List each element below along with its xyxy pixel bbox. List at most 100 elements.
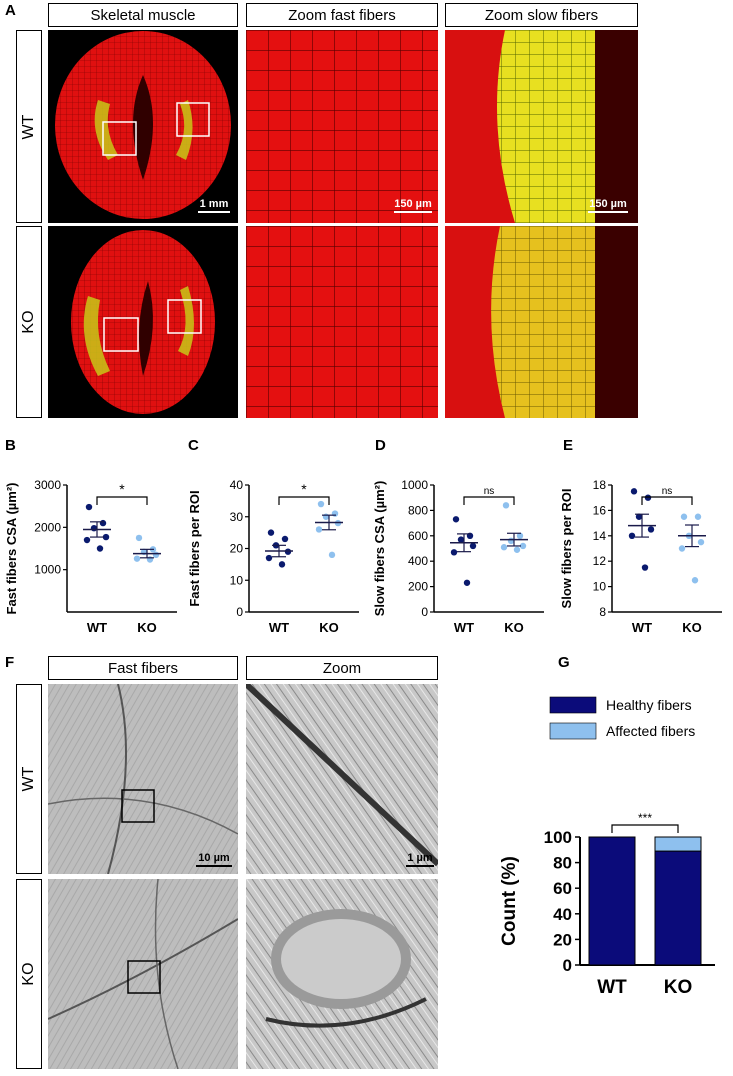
em-zoom-wt-image: 1 µm [246, 684, 438, 874]
em-zoom-ko-image [246, 879, 438, 1069]
column-header-zoom-fast: Zoom fast fibers [246, 3, 438, 27]
data-point [507, 537, 515, 545]
data-point [281, 535, 289, 543]
y-tick-label: 8 [599, 605, 606, 619]
data-point [516, 532, 524, 539]
y-axis-label: Fast fibers CSA (µm²) [4, 483, 19, 615]
data-point [457, 536, 465, 543]
chart-d-slow-csa: 0 200 400 600 800 1000 Slow fibers CSA (µm²) WT… [372, 478, 544, 635]
data-point [500, 544, 508, 551]
legend-swatch [549, 696, 597, 714]
scale-bar-1mm-wt: 1 mm [198, 198, 230, 213]
data-point [315, 526, 323, 533]
data-point [135, 534, 143, 542]
y-tick-label: 0 [421, 605, 428, 619]
y-tick-label: 2000 [34, 520, 61, 534]
scale-bar-1um: 1 µm [406, 852, 434, 867]
data-point [96, 545, 104, 552]
data-point [452, 516, 460, 523]
data-point [278, 561, 286, 568]
x-category-label: WT [269, 620, 289, 635]
panel-a-label: A [5, 2, 16, 19]
y-tick-label: 40 [553, 905, 572, 924]
significance-label: *** [638, 811, 652, 825]
data-point [647, 526, 655, 533]
data-point [641, 564, 649, 571]
data-point [691, 577, 699, 584]
zoom-fast-ko-image [246, 226, 438, 418]
legend-swatch [549, 722, 597, 740]
data-point [463, 579, 471, 586]
y-tick-label: 0 [236, 605, 243, 619]
y-tick-label: 800 [408, 503, 428, 517]
y-tick-label: 3000 [34, 478, 61, 492]
x-category-label: KO [137, 620, 157, 635]
y-tick-label: 200 [408, 580, 428, 594]
significance-bracket [611, 824, 679, 833]
y-tick-label: 20 [230, 542, 244, 556]
data-point [502, 502, 510, 509]
data-point [267, 529, 275, 536]
zoom-slow-ko-image [445, 226, 638, 418]
significance-bracket [278, 496, 330, 505]
muscle-section-wt-image: 1 mm [48, 30, 238, 223]
y-axis-label: Fast fibers per ROI [187, 490, 202, 606]
data-point [90, 524, 98, 532]
panel-d-label: D [375, 437, 386, 454]
scale-bar-150um-fast-wt: 150 µm [394, 198, 432, 213]
data-point [694, 513, 702, 520]
muscle-section-ko-image [48, 226, 238, 418]
data-point [265, 554, 273, 562]
panel-g-label: G [558, 654, 570, 671]
y-tick-label: 400 [408, 554, 428, 568]
y-tick-label: 40 [230, 478, 244, 492]
data-point [152, 551, 160, 559]
scale-bar-150um-slow-wt: 150 µm [588, 198, 628, 213]
y-axis-label: Slow fibers CSA (µm²) [372, 481, 387, 617]
panel-f-label: F [5, 654, 15, 671]
significance-bracket [463, 496, 515, 505]
data-point [519, 542, 527, 550]
row-label-wt: WT [16, 30, 42, 223]
scale-bar-10um: 10 µm [196, 852, 232, 867]
data-point [513, 546, 521, 553]
x-category-label: WT [597, 977, 627, 998]
y-tick-label: 30 [230, 510, 244, 524]
x-category-label: KO [664, 977, 693, 998]
column-header-zoom: Zoom [246, 656, 438, 680]
data-point [331, 510, 339, 517]
chart-g-fiber-count: Healthy fibers Affected fibers 0 20 40 60 80 10… [499, 696, 715, 998]
data-point [678, 545, 686, 552]
data-point [644, 494, 652, 501]
data-point [697, 538, 705, 546]
column-header-skeletal-muscle: Skeletal muscle [48, 3, 238, 27]
chart-c-fast-per-roi: 0 10 20 30 40 Fast fibers per ROI WT KO * [187, 478, 359, 635]
data-point [635, 513, 643, 520]
data-point [99, 519, 107, 527]
x-category-label: KO [682, 620, 702, 635]
significance-label: ns [662, 486, 673, 497]
x-category-label: KO [319, 620, 339, 635]
data-point [83, 536, 91, 544]
column-header-zoom-slow: Zoom slow fibers [445, 3, 638, 27]
bar-segment [654, 836, 702, 852]
chart-e-slow-per-roi: 8 10 12 14 16 18 Slow fibers per ROI WT KO ns [559, 478, 722, 635]
y-tick-label: 18 [593, 478, 607, 492]
zoom-fast-wt-image: 150 µm [246, 30, 438, 223]
panel-b-label: B [5, 437, 16, 454]
legend-label: Healthy fibers [606, 697, 692, 713]
data-point [680, 513, 688, 520]
chart-b-fast-csa: 1000 2000 3000 Fast fibers CSA (µm²) WT KO * [4, 478, 177, 635]
data-point [469, 542, 477, 550]
y-tick-label: 600 [408, 529, 428, 543]
x-category-label: WT [454, 620, 474, 635]
y-axis-label: Slow fibers per ROI [559, 489, 574, 609]
data-point [102, 533, 110, 541]
legend-label: Affected fibers [606, 723, 695, 739]
data-point [628, 532, 636, 539]
row-label-ko: KO [16, 226, 42, 418]
y-axis-label: Count (%) [499, 856, 520, 946]
y-tick-label: 1000 [401, 478, 428, 492]
y-tick-label: 10 [593, 580, 607, 594]
data-point [450, 549, 458, 556]
